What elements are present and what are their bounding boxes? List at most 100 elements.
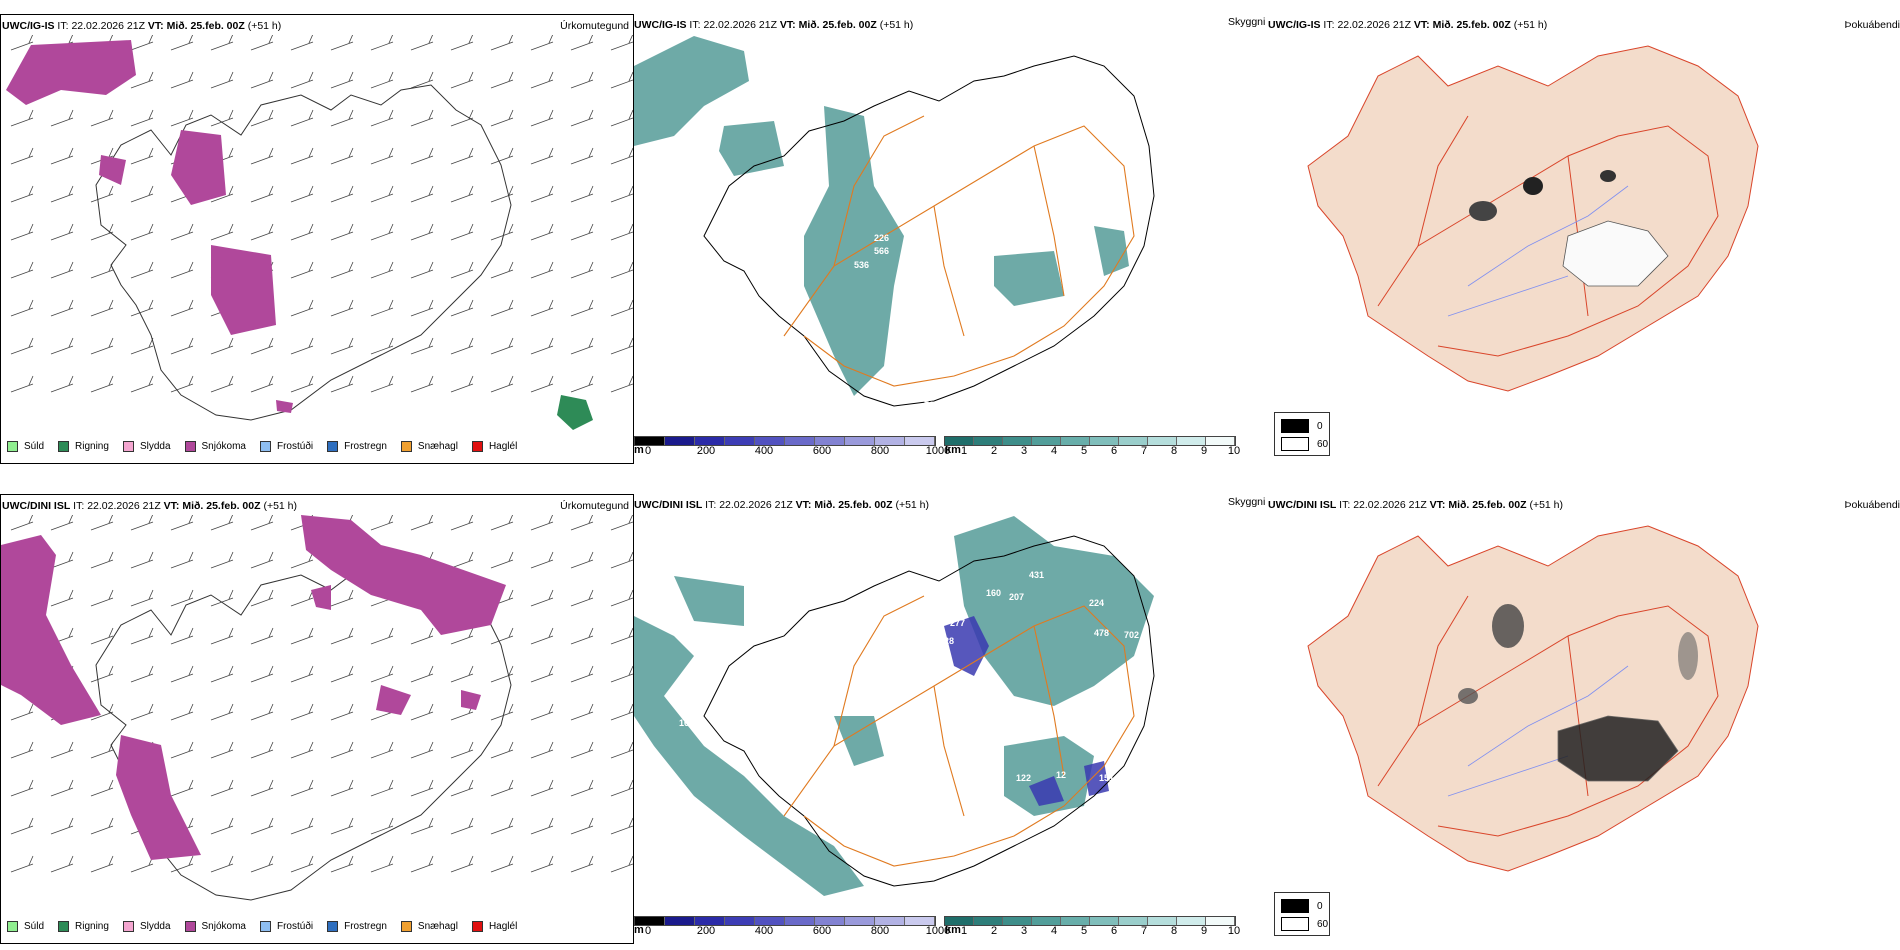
lead-time: (+51 h) xyxy=(1513,19,1548,31)
ceiling-height-label: 207 xyxy=(1009,592,1024,602)
wind-barb xyxy=(570,855,594,873)
snow-area xyxy=(6,40,276,335)
wind-barb xyxy=(530,375,554,393)
wind-barb xyxy=(450,665,474,683)
wind-barb xyxy=(410,375,434,393)
wind-barb xyxy=(10,515,34,531)
wind-barb xyxy=(170,703,194,721)
wind-barb xyxy=(370,817,394,835)
ceiling-height-label: 478 xyxy=(1094,628,1109,638)
wind-barb xyxy=(290,627,314,645)
wind-barb xyxy=(370,71,394,89)
fog-legend-item: 60 xyxy=(1281,437,1328,451)
wind-barb xyxy=(610,703,633,721)
wind-barb xyxy=(610,665,633,683)
wind-barb xyxy=(50,261,74,279)
wind-barb xyxy=(330,337,354,355)
tick-label: 7 xyxy=(1140,925,1148,937)
legend-label: Haglél xyxy=(488,921,518,932)
wind-barb xyxy=(530,299,554,317)
wind-barb xyxy=(530,223,554,241)
lead-time: (+51 h) xyxy=(1529,499,1564,511)
wind-barb xyxy=(290,109,314,127)
wind-barb xyxy=(130,185,154,203)
tick-label: 9 xyxy=(1200,445,1208,457)
visibility-title: Skyggni xyxy=(1228,496,1266,508)
wind-barb xyxy=(530,741,554,759)
wind-barb xyxy=(410,185,434,203)
wind-barb xyxy=(570,741,594,759)
tick-label: 200 xyxy=(696,445,716,457)
fog-spot xyxy=(1458,688,1478,704)
colorbar-segment xyxy=(974,917,1003,925)
wind-barb xyxy=(10,779,34,797)
wind-barb xyxy=(330,223,354,241)
wind-barb xyxy=(50,855,74,873)
wind-barb xyxy=(490,147,514,165)
fog-panel-2: UWC/DINI ISL IT: 22.02.2026 21Z VT: Mið.… xyxy=(1268,494,1900,942)
wind-barb xyxy=(210,855,234,873)
wind-barb xyxy=(490,35,514,51)
ceiling-area xyxy=(944,616,1109,806)
fog-spot xyxy=(1600,170,1616,182)
colorbar-segment xyxy=(1177,437,1206,445)
wind-barb xyxy=(290,147,314,165)
wind-barb xyxy=(170,299,194,317)
colorbar-segment xyxy=(1090,437,1119,445)
wind-barb xyxy=(90,551,114,569)
colorbar-segment xyxy=(905,917,935,925)
wind-barb xyxy=(330,299,354,317)
it-label: IT: xyxy=(705,499,717,511)
wind-barb xyxy=(410,515,434,531)
wind-barb xyxy=(490,71,514,89)
wind-barb xyxy=(410,703,434,721)
legend-swatch xyxy=(259,921,271,932)
colorbar-segment xyxy=(665,437,695,445)
wind-barb xyxy=(370,375,394,393)
wind-barb xyxy=(250,185,274,203)
wind-barb xyxy=(450,223,474,241)
wind-barb xyxy=(50,337,74,355)
legend-swatch xyxy=(259,441,271,452)
wind-barb xyxy=(250,337,274,355)
colorbar-segment xyxy=(785,917,815,925)
wind-barb xyxy=(530,515,554,531)
wind-barb xyxy=(570,375,594,393)
wind-barb xyxy=(370,515,394,531)
fog-spot xyxy=(1492,604,1524,648)
wind-barb xyxy=(570,147,594,165)
wind-barb xyxy=(10,223,34,241)
wind-barb xyxy=(250,817,274,835)
iceland-outline xyxy=(95,84,512,421)
row2-header-fog: UWC/DINI ISL IT: 22.02.2026 21Z VT: Mið.… xyxy=(1268,499,1563,511)
wind-barb xyxy=(170,741,194,759)
precip-legend-2: Súld Rigning Slydda Snjókoma Frostúði Frostre… xyxy=(7,921,531,932)
wind-barb xyxy=(10,741,34,759)
legend-swatch xyxy=(471,441,483,452)
wind-barb xyxy=(490,261,514,279)
wind-barb xyxy=(250,551,274,569)
wind-barb xyxy=(10,261,34,279)
wind-barb xyxy=(370,223,394,241)
wind-barb xyxy=(10,299,34,317)
tick-label: 10 xyxy=(1227,445,1241,457)
wind-barb xyxy=(290,223,314,241)
tick-label: 8 xyxy=(1170,445,1178,457)
vt-label: VT: xyxy=(1429,499,1446,511)
wind-barb xyxy=(10,817,34,835)
wind-barb xyxy=(130,703,154,721)
fog-patch xyxy=(1557,715,1679,782)
colorbar-segment xyxy=(755,917,785,925)
wind-barb xyxy=(610,109,633,127)
wind-barb xyxy=(170,779,194,797)
wind-barb xyxy=(330,703,354,721)
legend-label: Súld xyxy=(24,441,45,452)
wind-barb xyxy=(10,109,34,127)
wind-barb xyxy=(570,779,594,797)
colorbar-segment xyxy=(945,437,974,445)
ceiling-unit: m xyxy=(634,924,644,936)
wind-barb xyxy=(610,185,633,203)
tick-label: 4 xyxy=(1050,925,1058,937)
wind-barb xyxy=(450,109,474,127)
precip-map-2 xyxy=(1,515,633,901)
